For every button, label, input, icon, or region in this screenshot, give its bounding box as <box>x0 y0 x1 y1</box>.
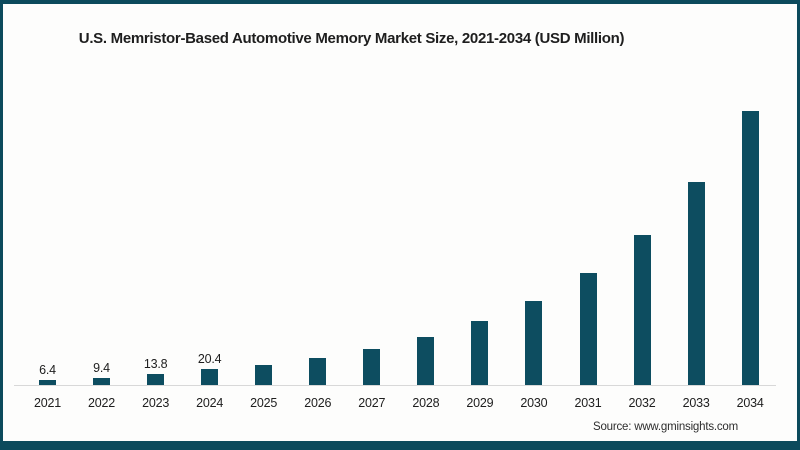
x-tick-2023: 2023 <box>142 396 170 410</box>
bar-2034 <box>741 111 759 385</box>
bar-2022 <box>93 378 111 385</box>
x-tick-2027: 2027 <box>358 396 386 410</box>
x-tick-2022: 2022 <box>88 396 116 410</box>
x-tick-2028: 2028 <box>412 396 440 410</box>
x-tick-2021: 2021 <box>33 396 61 410</box>
x-tick-2029: 2029 <box>466 396 494 410</box>
source-attribution: Source: www.gminsights.com <box>593 421 738 433</box>
bar-value-label-2022: 9.4 <box>93 361 110 375</box>
bar-2026 <box>309 358 327 385</box>
bar-2027 <box>363 349 381 385</box>
bar-value-label-2021: 6.4 <box>39 363 56 377</box>
x-axis-line <box>14 385 776 386</box>
x-tick-2030: 2030 <box>520 396 548 410</box>
bar-2032 <box>633 235 651 385</box>
bar-2024 <box>201 369 219 385</box>
bar-value-label-2024: 20.4 <box>197 352 222 366</box>
x-tick-2026: 2026 <box>304 396 332 410</box>
chart-title: U.S. Memristor-Based Automotive Memory M… <box>78 30 625 47</box>
bar-2031 <box>579 273 597 385</box>
bar-2030 <box>525 301 543 385</box>
bar-2033 <box>687 182 705 385</box>
x-tick-2025: 2025 <box>250 396 278 410</box>
x-tick-2031: 2031 <box>574 396 602 410</box>
x-tick-2033: 2033 <box>682 396 710 410</box>
bar-2023 <box>147 374 165 385</box>
bar-2021 <box>39 380 56 385</box>
bar-value-label-2023: 13.8 <box>143 357 168 371</box>
bar-2029 <box>471 321 489 385</box>
chart-background <box>3 4 797 441</box>
bar-2028 <box>417 337 435 385</box>
x-tick-2024: 2024 <box>196 396 224 410</box>
x-tick-2034: 2034 <box>736 396 764 410</box>
x-tick-2032: 2032 <box>628 396 656 410</box>
bar-2025 <box>255 365 273 385</box>
